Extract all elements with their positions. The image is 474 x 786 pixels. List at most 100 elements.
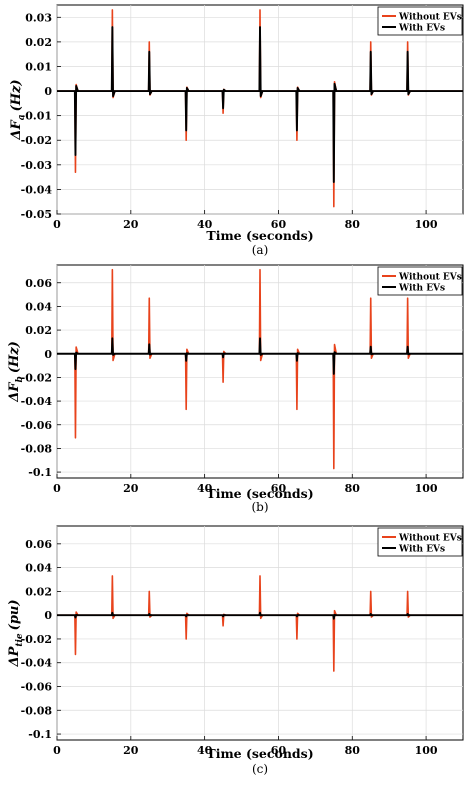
series-spike [74,611,79,656]
series-spike [147,297,153,359]
y-tick-label: -0.08 [21,442,53,455]
y-tick-label: 0.01 [25,60,52,73]
series-spike [110,26,116,98]
y-tick-label: 0.02 [25,324,52,337]
y-tick-label: -0.02 [21,371,52,384]
x-axis-label: Time (seconds) [206,228,313,243]
x-axis-label: Time (seconds) [206,486,313,501]
series-spike [369,297,374,359]
series-spike [221,88,227,110]
series-spike [147,613,152,617]
series-spike [221,352,226,359]
legend-entry: With EVs [398,284,445,294]
y-tick-label: 0.02 [25,36,52,49]
y-tick-label: -0.1 [28,728,52,741]
series-spike [295,86,301,132]
series-spike [332,351,337,375]
legend-box [377,527,463,557]
y-tick-label: -0.06 [21,419,53,432]
series-spike [406,613,411,617]
series-spike [406,297,411,359]
series-spike [295,348,301,411]
series-spike [110,575,116,620]
y-tick-label: 0.03 [25,11,52,24]
panel-label: (c) [252,762,268,776]
series-spike [258,575,264,620]
x-tick-label: 60 [271,744,287,757]
chart-panel-1: 0 20 40 60 80 100 -0.05 -0.04 -0.03 -0.02 -0.01 0 0.… [9,4,464,257]
legend-entry: With EVs [398,545,445,555]
series-spike [369,50,375,96]
panel-label: (a) [252,243,269,257]
series-spike [258,268,264,362]
y-tick-label: 0.06 [25,277,52,290]
legend-entry: Without EVs [398,534,462,544]
series-spike [406,50,411,96]
series-spike [369,345,374,356]
y-tick-label: 0.02 [25,585,52,598]
chart-panel-3: 0 20 40 60 80 100 -0.1 -0.08 -0.06 -0.04 -0.02 0 0.0… [7,525,464,776]
x-tick-label: 60 [271,482,287,495]
y-axis-label-unit: (Hz) [9,79,24,111]
y-tick-label: -0.04 [21,395,53,408]
series-spike [73,614,79,619]
chart-panel-2: 0 20 40 60 80 100 -0.1 -0.08 -0.06 -0.04 -0.02 0 0.0… [7,264,464,514]
x-tick-label: 100 [415,482,438,495]
y-tick-label: 0 [44,85,52,98]
series-spike [332,82,338,183]
series-spike [295,352,300,362]
x-tick-label: 100 [415,744,438,757]
y-axis-label-main: ΔP [7,645,22,667]
x-tick-label: 20 [123,218,139,231]
x-tick-label: 0 [53,482,61,495]
x-tick-label: 40 [197,482,213,495]
series-spike [184,614,189,618]
x-tick-label: 100 [415,218,438,231]
x-tick-label: 20 [123,744,139,757]
y-tick-label: 0.06 [25,538,52,551]
y-axis-label: ΔFa (Hz) [9,79,27,140]
y-tick-label: -0.04 [21,183,53,196]
y-tick-label: -0.01 [21,110,52,123]
series-spike [221,614,226,618]
series-spike [74,346,79,439]
y-tick-label: 0.04 [25,300,52,313]
y-axis-label: ΔPtie (pu) [7,599,25,667]
y-tick-label: -0.02 [21,134,52,147]
y-axis-label-subscript: a [17,114,27,120]
x-tick-label: 80 [345,482,361,495]
legend-entry: Without EVs [398,273,462,283]
legend-box [377,6,463,36]
x-tick-label: 80 [345,218,361,231]
series-spike [184,86,190,132]
y-tick-label: 0.04 [25,562,52,575]
y-tick-label: 0 [44,348,52,361]
series-spike [258,337,264,356]
y-axis-label: ΔFb (Hz) [7,341,25,403]
x-tick-label: 60 [271,218,287,231]
legend-entry: With EVs [398,24,445,34]
series-spike [332,613,337,620]
x-axis-label: Time (seconds) [206,746,313,761]
y-tick-label: -0.06 [21,681,53,694]
series-spike [295,614,300,618]
x-tick-label: 20 [123,482,139,495]
series-spike [221,350,227,383]
x-tick-label: 40 [197,744,213,757]
series-spike [73,84,79,156]
series-spike [147,343,153,356]
y-tick-label: -0.03 [21,159,52,172]
series-spike [258,611,263,617]
series-spike [332,609,338,672]
series-spike [184,352,189,362]
series-spike [73,351,79,371]
series-spike [332,343,338,470]
plot-area [56,525,464,741]
series-spike [110,337,116,356]
y-tick-label: -0.1 [28,466,52,479]
series-spike [258,26,264,98]
series-spike [110,611,115,617]
